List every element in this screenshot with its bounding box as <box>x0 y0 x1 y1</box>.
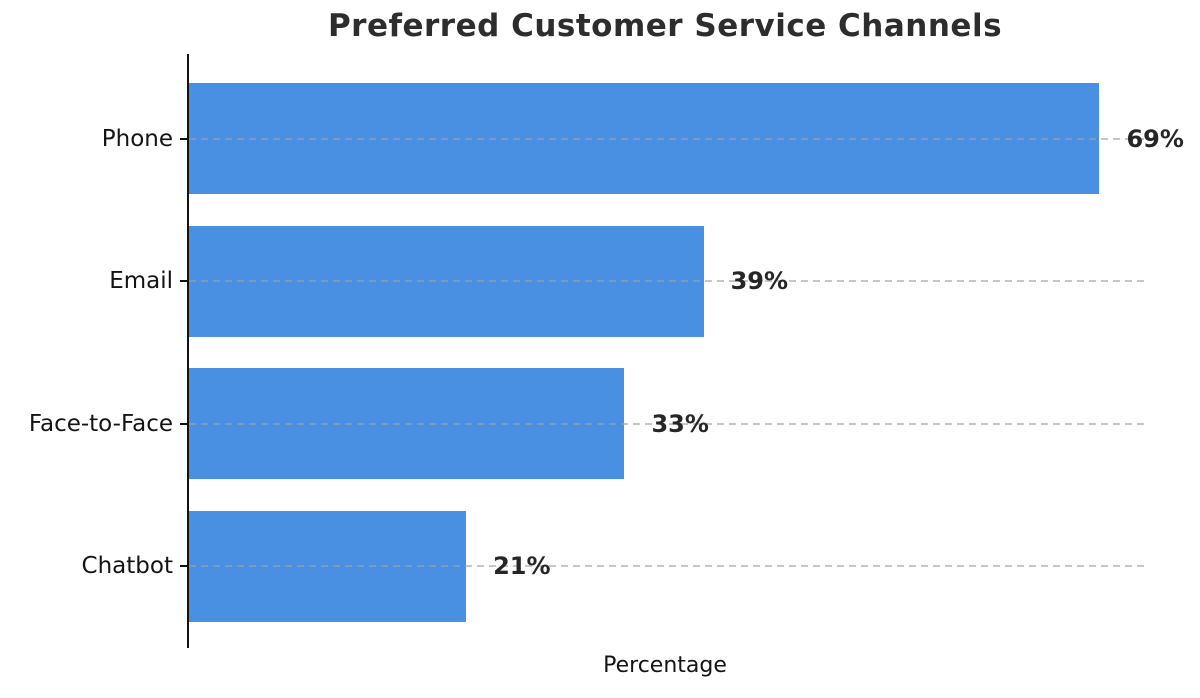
gridline <box>189 137 1145 140</box>
chart-title: Preferred Customer Service Channels <box>327 8 1003 44</box>
y-axis-tick <box>180 565 189 567</box>
y-axis-tick <box>180 422 189 425</box>
gridline <box>189 565 1145 567</box>
category-label: Phone <box>101 125 173 152</box>
plot-area: Phone 69% Email 39% Face-to-Face 33% Chatbot 21… <box>29 54 1184 648</box>
gridline <box>189 280 1145 282</box>
y-axis-tick <box>180 280 189 282</box>
category-label: Face-to-Face <box>28 410 173 437</box>
category-label: Chatbot <box>81 553 173 579</box>
category-label: Email <box>109 268 173 294</box>
value-label: 33% <box>651 409 709 438</box>
x-axis-label: Percentage <box>603 653 727 678</box>
value-label: 69% <box>1126 124 1184 153</box>
value-label: 39% <box>730 267 789 295</box>
gridline <box>189 422 1145 425</box>
value-label: 21% <box>493 552 551 580</box>
y-axis-tick <box>180 137 189 140</box>
